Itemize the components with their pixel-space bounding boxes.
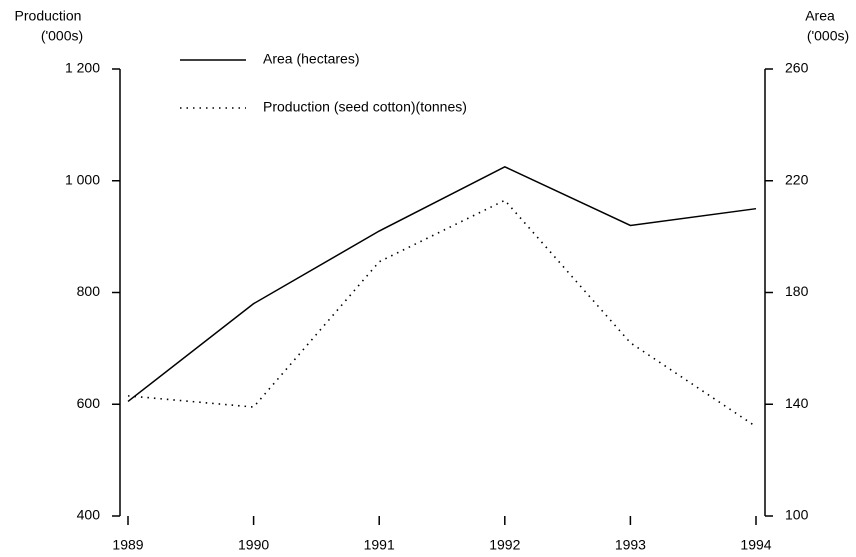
y2-tick-label: 220 — [785, 171, 809, 187]
x-tick-label: 1993 — [615, 537, 646, 553]
series-line — [127, 199, 757, 428]
y2-tick-label: 140 — [785, 395, 809, 411]
y2-tick-label: 260 — [785, 60, 809, 76]
x-tick-label: 1991 — [364, 537, 395, 553]
y-tick-label: 600 — [77, 395, 101, 411]
x-tick-label: 1992 — [489, 537, 520, 553]
x-tick-label: 1994 — [740, 537, 771, 553]
legend-label: Production (seed cotton)(tonnes) — [263, 99, 467, 115]
y2-tick-label: 180 — [785, 283, 809, 299]
y2-axis-title: ('000s) — [807, 28, 849, 44]
legend-label: Area (hectares) — [263, 51, 359, 67]
y-tick-label: 400 — [77, 507, 101, 523]
y2-tick-label: 100 — [785, 507, 809, 523]
y-tick-label: 800 — [77, 283, 101, 299]
y-axis-title: Production — [15, 8, 82, 24]
series-line — [127, 165, 757, 403]
y2-axis-title: Area — [805, 8, 835, 24]
x-tick-label: 1989 — [112, 537, 143, 553]
y-tick-label: 1 000 — [65, 171, 100, 187]
x-tick-label: 1990 — [238, 537, 269, 553]
y-tick-label: 1 200 — [65, 60, 100, 76]
y-axis-title: ('000s) — [41, 28, 83, 44]
